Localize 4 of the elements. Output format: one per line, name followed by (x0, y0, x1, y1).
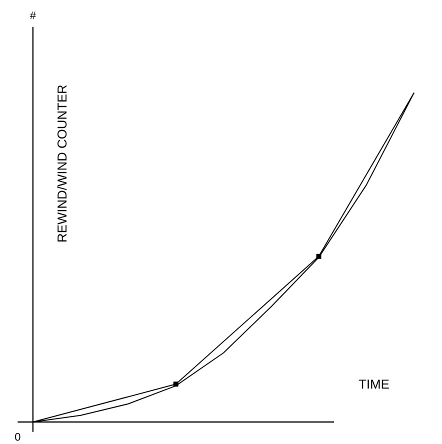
text: # (30, 12, 36, 20)
x-axis-title: TIME (358, 380, 389, 389)
y-axis-title: REWIND/WIND COUNTER (57, 85, 67, 242)
text: 0 (15, 432, 20, 441)
